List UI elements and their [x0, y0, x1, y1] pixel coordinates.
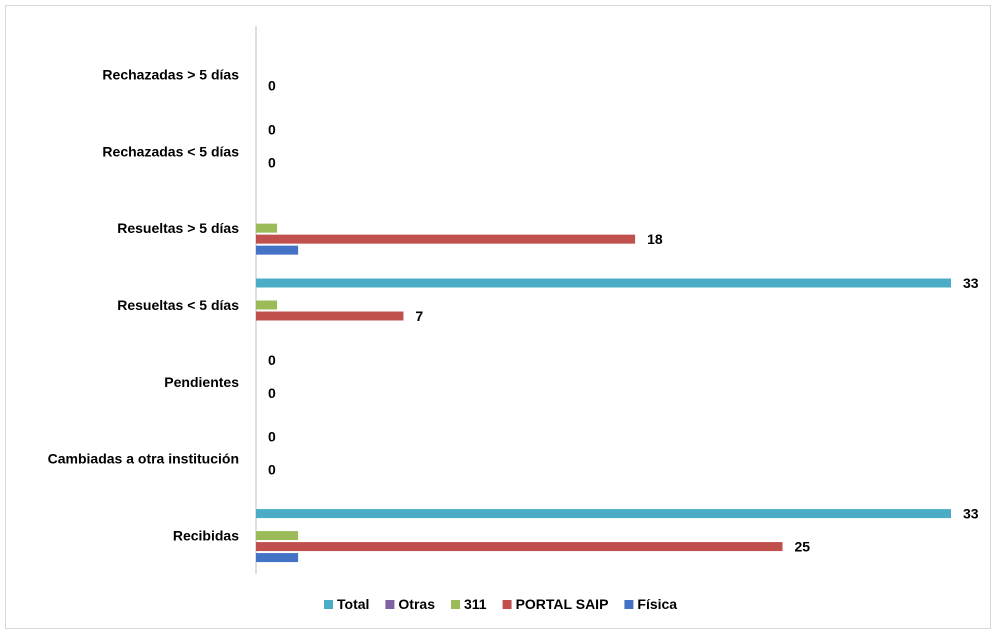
- bar-fisica-recibidas: [256, 553, 299, 563]
- legend-label-fisica: Física: [637, 596, 677, 612]
- data-label-portal-saip-rechazadas-5-dias: 0: [268, 77, 276, 93]
- data-label-portal-saip-rechazadas-5-dias: 0: [268, 154, 276, 170]
- category-label-resueltas-5-dias: Resueltas < 5 días: [117, 297, 239, 313]
- data-label-portal-saip-recibidas: 25: [795, 539, 811, 555]
- bar-311-recibidas: [256, 531, 299, 541]
- data-label-portal-saip-resueltas-5-dias: 7: [415, 308, 423, 324]
- bar-total-recibidas: [256, 509, 951, 519]
- bar-portal-saip-resueltas-5-dias: [256, 234, 636, 244]
- data-label-portal-saip-pendientes: 0: [268, 385, 276, 401]
- data-label-total-recibidas: 33: [963, 506, 979, 522]
- bar-portal-saip-recibidas: [256, 542, 783, 552]
- bar-311-resueltas-5-dias: [256, 223, 278, 233]
- data-label-total-resueltas-5-dias: 33: [963, 275, 979, 291]
- category-label-cambiadas-a-otra-institucion: Cambiadas a otra institución: [48, 451, 239, 467]
- category-label-recibidas: Recibidas: [173, 528, 239, 544]
- category-label-pendientes: Pendientes: [164, 374, 239, 390]
- legend-label-total: Total: [337, 596, 369, 612]
- chart-frame: Recibidas Cambiadas a otra institución Pen…: [5, 5, 991, 629]
- legend-swatch-total: [324, 600, 333, 609]
- category-label-rechazadas-5-dias: Rechazadas > 5 días: [102, 66, 239, 82]
- chart-svg: Recibidas Cambiadas a otra institución Pen…: [48, 26, 979, 612]
- legend-label-otras: Otras: [398, 596, 435, 612]
- legend-swatch-portal-saip: [502, 600, 512, 609]
- bar-fisica-resueltas-5-dias: [256, 245, 299, 255]
- data-label-total-cambiadas-a-otra-institucion: 0: [268, 429, 276, 445]
- data-label-total-pendientes: 0: [268, 352, 276, 368]
- legend-swatch-otras: [385, 600, 395, 609]
- legend-label-311: 311: [464, 596, 487, 612]
- bar-portal-saip-resueltas-5-dias: [256, 311, 404, 321]
- category-label-rechazadas-5-dias: Rechazadas < 5 días: [102, 143, 239, 159]
- data-label-portal-saip-resueltas-5-dias: 18: [647, 231, 663, 247]
- data-label-portal-saip-cambiadas-a-otra-institucion: 0: [268, 462, 276, 478]
- legend-swatch-311: [450, 600, 460, 609]
- bar-311-resueltas-5-dias: [256, 300, 278, 310]
- category-label-resueltas-5-dias: Resueltas > 5 días: [117, 220, 239, 236]
- legend: Total Otras 311 PORTAL SAIP Física: [324, 596, 677, 612]
- bar-total-resueltas-5-dias: [256, 278, 951, 288]
- legend-label-portal-saip: PORTAL SAIP: [516, 596, 609, 612]
- data-label-total-rechazadas-5-dias: 0: [268, 121, 276, 137]
- legend-swatch-fisica: [624, 600, 634, 609]
